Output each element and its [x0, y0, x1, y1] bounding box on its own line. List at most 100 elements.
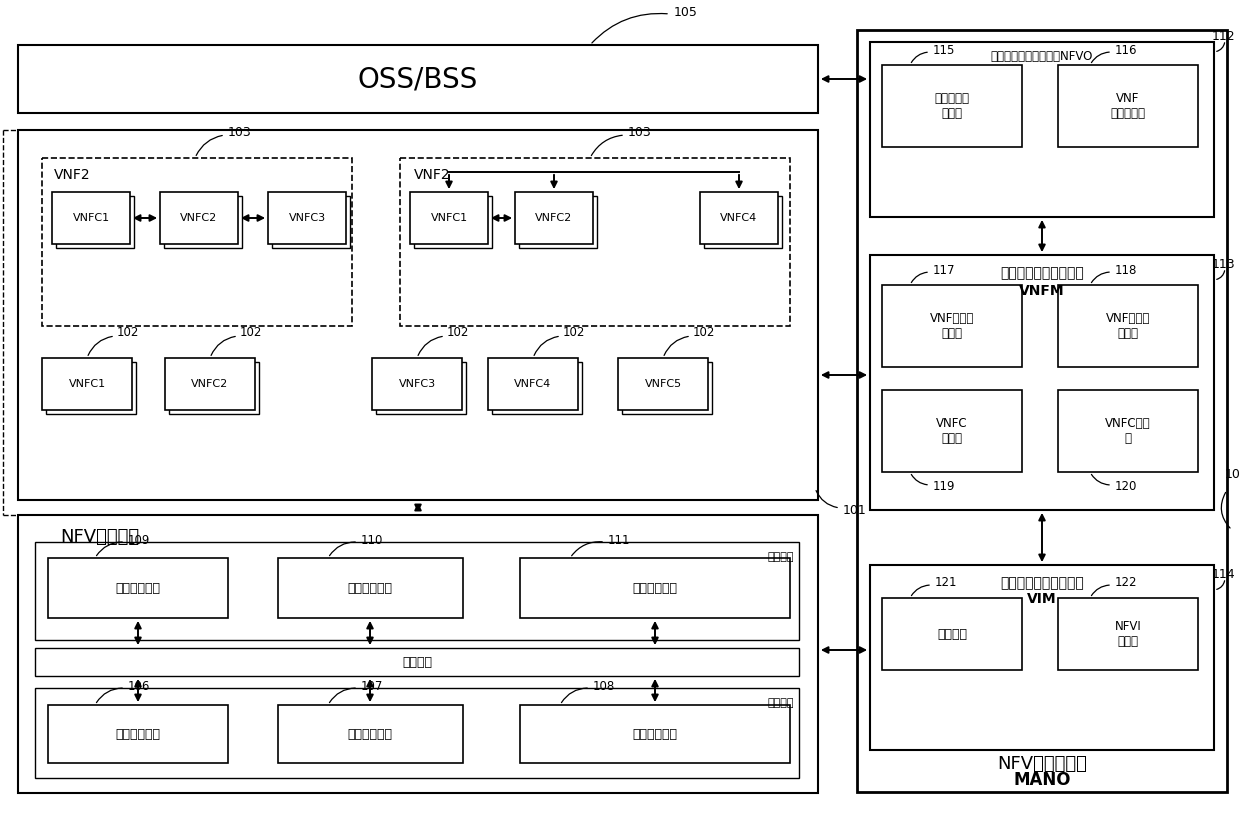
- Text: 103: 103: [627, 126, 652, 139]
- Bar: [857, 30, 1228, 792]
- Bar: [520, 705, 790, 763]
- Text: 计算资源实体: 计算资源实体: [115, 728, 160, 741]
- Text: VNFC资源
库: VNFC资源 库: [1105, 417, 1151, 445]
- Text: VNF2: VNF2: [53, 168, 91, 182]
- Text: 110: 110: [361, 534, 383, 547]
- Bar: [372, 358, 463, 410]
- Text: 存储资源实体: 存储资源实体: [347, 728, 393, 741]
- Bar: [870, 565, 1214, 750]
- Text: 107: 107: [361, 680, 383, 693]
- Bar: [278, 705, 463, 763]
- Bar: [268, 192, 346, 244]
- Bar: [35, 688, 799, 778]
- Bar: [48, 558, 228, 618]
- Bar: [520, 558, 790, 618]
- Bar: [35, 648, 799, 676]
- Text: VNFC1: VNFC1: [430, 213, 467, 223]
- Bar: [882, 65, 1022, 147]
- Bar: [42, 158, 352, 326]
- Text: 101: 101: [843, 504, 867, 517]
- Text: 102: 102: [117, 327, 139, 340]
- Text: VNF2: VNF2: [414, 168, 450, 182]
- Bar: [704, 196, 782, 248]
- Bar: [1058, 65, 1198, 147]
- Text: VNFC5: VNFC5: [645, 379, 682, 389]
- Bar: [46, 362, 136, 414]
- Bar: [160, 192, 238, 244]
- Text: 114: 114: [1211, 567, 1235, 580]
- Text: VNFC2: VNFC2: [536, 213, 573, 223]
- Text: VNF编排模
板解析: VNF编排模 板解析: [1106, 312, 1151, 340]
- Text: 虚拟计算资源: 虚拟计算资源: [115, 581, 160, 594]
- Text: 119: 119: [932, 481, 956, 494]
- Text: VNF生命周
期管理: VNF生命周 期管理: [930, 312, 975, 340]
- Bar: [882, 598, 1022, 670]
- Text: 网络资源实体: 网络资源实体: [632, 728, 677, 741]
- Text: 108: 108: [593, 680, 615, 693]
- Text: 117: 117: [932, 263, 956, 276]
- Text: 103: 103: [228, 126, 252, 139]
- Text: 虚拟网络资源: 虚拟网络资源: [632, 581, 677, 594]
- Text: 102: 102: [446, 327, 470, 340]
- Text: VNFC2: VNFC2: [191, 379, 228, 389]
- Text: VNFC2: VNFC2: [180, 213, 218, 223]
- Bar: [169, 362, 259, 414]
- Text: 虚拟化基础设施管理器: 虚拟化基础设施管理器: [1001, 576, 1084, 590]
- Text: 104: 104: [1225, 469, 1240, 482]
- Text: OSS/BSS: OSS/BSS: [358, 65, 479, 93]
- Text: NFVI
资源库: NFVI 资源库: [1115, 620, 1141, 648]
- Bar: [401, 158, 790, 326]
- Text: 111: 111: [608, 534, 630, 547]
- Bar: [1058, 598, 1198, 670]
- Bar: [19, 515, 818, 793]
- Bar: [492, 362, 582, 414]
- Text: 118: 118: [1115, 263, 1137, 276]
- Text: 105: 105: [675, 6, 698, 19]
- Bar: [165, 358, 255, 410]
- Text: VNFC3: VNFC3: [398, 379, 435, 389]
- Bar: [618, 358, 708, 410]
- Text: 121: 121: [935, 576, 957, 589]
- Bar: [19, 45, 818, 113]
- Text: VNFC1: VNFC1: [72, 213, 109, 223]
- Bar: [1058, 285, 1198, 367]
- Bar: [882, 390, 1022, 472]
- Text: 实体资源: 实体资源: [768, 698, 794, 708]
- Bar: [48, 705, 228, 763]
- Text: VNFC3: VNFC3: [289, 213, 326, 223]
- Text: 虚拟存储资源: 虚拟存储资源: [347, 581, 393, 594]
- Text: 109: 109: [128, 534, 150, 547]
- Bar: [520, 196, 596, 248]
- Text: 102: 102: [563, 327, 585, 340]
- Text: VNFM: VNFM: [1019, 284, 1065, 298]
- Text: 106: 106: [128, 680, 150, 693]
- Text: 112: 112: [1211, 29, 1235, 42]
- Text: 120: 120: [1115, 481, 1137, 494]
- Text: VNFC4: VNFC4: [720, 213, 758, 223]
- Bar: [489, 358, 578, 410]
- Text: 虚拟化层: 虚拟化层: [402, 655, 432, 668]
- Text: VNF
编排模板库: VNF 编排模板库: [1111, 92, 1146, 120]
- Bar: [882, 285, 1022, 367]
- Text: 虚拟化网络功能管理器: 虚拟化网络功能管理器: [1001, 266, 1084, 280]
- Bar: [870, 42, 1214, 217]
- Text: 115: 115: [932, 43, 955, 56]
- Bar: [515, 192, 593, 244]
- Text: 虚拟资源: 虚拟资源: [768, 552, 794, 562]
- Bar: [272, 196, 350, 248]
- Bar: [622, 362, 712, 414]
- Text: 102: 102: [241, 327, 263, 340]
- Text: VNFC4: VNFC4: [515, 379, 552, 389]
- Bar: [52, 192, 130, 244]
- Text: 113: 113: [1211, 258, 1235, 271]
- Text: 102: 102: [693, 327, 715, 340]
- Bar: [701, 192, 777, 244]
- Bar: [1058, 390, 1198, 472]
- Text: VIM: VIM: [1027, 592, 1056, 606]
- Text: 网络功能虚拟化编排器NFVO: 网络功能虚拟化编排器NFVO: [991, 50, 1094, 63]
- Bar: [56, 196, 134, 248]
- Bar: [376, 362, 466, 414]
- Bar: [278, 558, 463, 618]
- Text: 网络功能需
求分析: 网络功能需 求分析: [935, 92, 970, 120]
- Text: NFV基础设施: NFV基础设施: [61, 528, 140, 546]
